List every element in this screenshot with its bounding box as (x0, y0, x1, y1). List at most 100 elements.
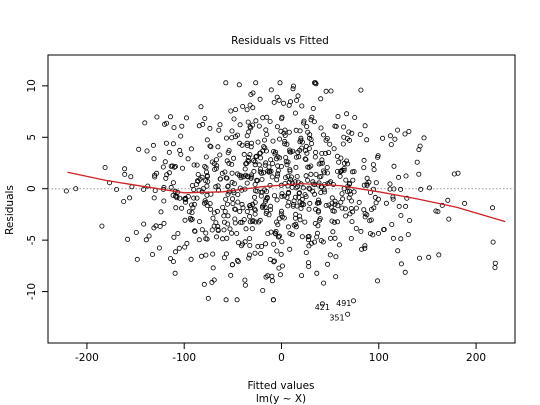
data-point (204, 173, 210, 179)
data-point (149, 251, 155, 257)
data-point (332, 235, 338, 241)
data-point (371, 167, 377, 173)
data-point (247, 152, 253, 158)
plot-frame (47, 54, 516, 344)
data-point (167, 114, 173, 120)
data-point (195, 178, 201, 184)
data-point (257, 169, 263, 175)
data-point (416, 171, 422, 177)
data-point (313, 171, 319, 177)
data-point (210, 265, 216, 271)
data-point (248, 144, 254, 150)
data-point (286, 199, 292, 205)
data-point (251, 194, 257, 200)
data-point (346, 129, 352, 135)
data-point (194, 162, 200, 168)
data-point (259, 243, 265, 249)
data-point (358, 87, 364, 93)
data-point (278, 163, 284, 169)
data-point (164, 172, 170, 178)
data-point (150, 142, 156, 148)
data-point (191, 187, 197, 193)
data-point (307, 200, 313, 206)
data-point (281, 193, 287, 199)
data-point (349, 219, 355, 225)
data-point (283, 175, 289, 181)
data-point (436, 252, 442, 258)
y-axis-label: Residuals (4, 185, 16, 235)
data-point (289, 232, 295, 238)
data-point (336, 242, 342, 248)
x-tick-label: -200 (75, 352, 99, 364)
data-point (228, 108, 234, 114)
data-point (311, 119, 317, 125)
data-point (387, 133, 393, 139)
data-point (114, 186, 120, 192)
data-point (389, 221, 395, 227)
data-point (226, 189, 232, 195)
data-point (243, 226, 249, 232)
data-point (269, 278, 275, 284)
data-point (182, 199, 188, 205)
data-point (361, 182, 367, 188)
data-point (260, 115, 266, 121)
data-point (234, 132, 240, 138)
data-point (73, 186, 79, 192)
data-point (189, 202, 195, 208)
data-point (388, 142, 394, 148)
data-point (306, 243, 312, 249)
data-point (356, 199, 362, 205)
data-point (189, 183, 195, 189)
data-point (254, 177, 260, 183)
data-point (296, 190, 302, 196)
data-point (390, 235, 396, 241)
data-point (205, 179, 211, 185)
data-point (344, 161, 350, 167)
data-point (217, 176, 223, 182)
data-point (275, 168, 281, 174)
data-point (395, 248, 401, 254)
data-point (142, 120, 148, 126)
data-point (418, 186, 424, 192)
data-point (244, 180, 250, 186)
data-point (303, 157, 309, 163)
data-point (248, 140, 254, 146)
data-point (352, 115, 358, 121)
data-point (99, 223, 105, 229)
data-point (241, 217, 247, 223)
data-point (192, 228, 198, 234)
data-point (370, 232, 376, 238)
data-point (276, 233, 282, 239)
data-point (229, 262, 235, 268)
data-point (286, 189, 292, 195)
data-point (178, 151, 184, 157)
data-point (182, 217, 188, 223)
data-point (229, 179, 235, 185)
y-tick-label: 5 (26, 134, 38, 141)
data-point (204, 192, 210, 198)
data-point (232, 206, 238, 212)
data-point (414, 159, 420, 165)
data-point (455, 170, 461, 176)
data-point (364, 175, 370, 181)
data-point (287, 246, 293, 252)
data-point (178, 133, 184, 139)
data-point (270, 161, 276, 167)
data-point (245, 157, 251, 163)
data-point (294, 173, 300, 179)
data-point (271, 241, 277, 247)
data-point (254, 153, 260, 159)
data-point (122, 166, 128, 172)
data-point (290, 83, 296, 89)
data-point (242, 282, 248, 288)
data-point (368, 217, 374, 223)
data-point (247, 242, 253, 248)
data-point (224, 201, 230, 207)
data-point (203, 154, 209, 160)
data-point (320, 168, 326, 174)
data-point (340, 141, 346, 147)
data-point (63, 188, 69, 194)
data-point (279, 263, 285, 269)
data-point (162, 159, 168, 165)
